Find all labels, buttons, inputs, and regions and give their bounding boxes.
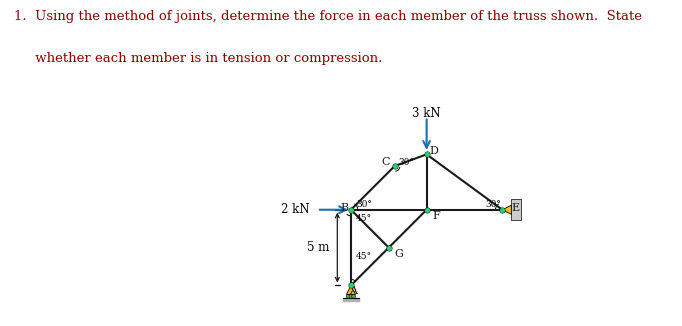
Text: G: G bbox=[395, 249, 404, 259]
FancyBboxPatch shape bbox=[512, 199, 521, 220]
Text: 30°: 30° bbox=[356, 200, 372, 209]
Text: 30°: 30° bbox=[398, 158, 415, 167]
Text: F: F bbox=[432, 211, 441, 221]
Text: D: D bbox=[430, 146, 439, 156]
Text: C: C bbox=[382, 157, 390, 167]
Polygon shape bbox=[503, 205, 512, 214]
Text: 45°: 45° bbox=[355, 252, 372, 261]
Text: 30°: 30° bbox=[486, 200, 501, 209]
Text: 3 kN: 3 kN bbox=[413, 108, 441, 120]
Text: whether each member is in tension or compression.: whether each member is in tension or com… bbox=[14, 52, 382, 65]
Text: 2 kN: 2 kN bbox=[281, 203, 310, 216]
Text: 1.  Using the method of joints, determine the force in each member of the truss : 1. Using the method of joints, determine… bbox=[14, 10, 642, 23]
Polygon shape bbox=[346, 286, 355, 294]
Text: B: B bbox=[340, 203, 349, 213]
Text: A: A bbox=[349, 287, 357, 296]
Circle shape bbox=[349, 294, 353, 298]
Text: E: E bbox=[512, 203, 520, 213]
Text: 45°: 45° bbox=[356, 214, 372, 223]
Circle shape bbox=[352, 294, 355, 298]
Circle shape bbox=[346, 294, 350, 298]
Text: 5 m: 5 m bbox=[308, 241, 330, 254]
